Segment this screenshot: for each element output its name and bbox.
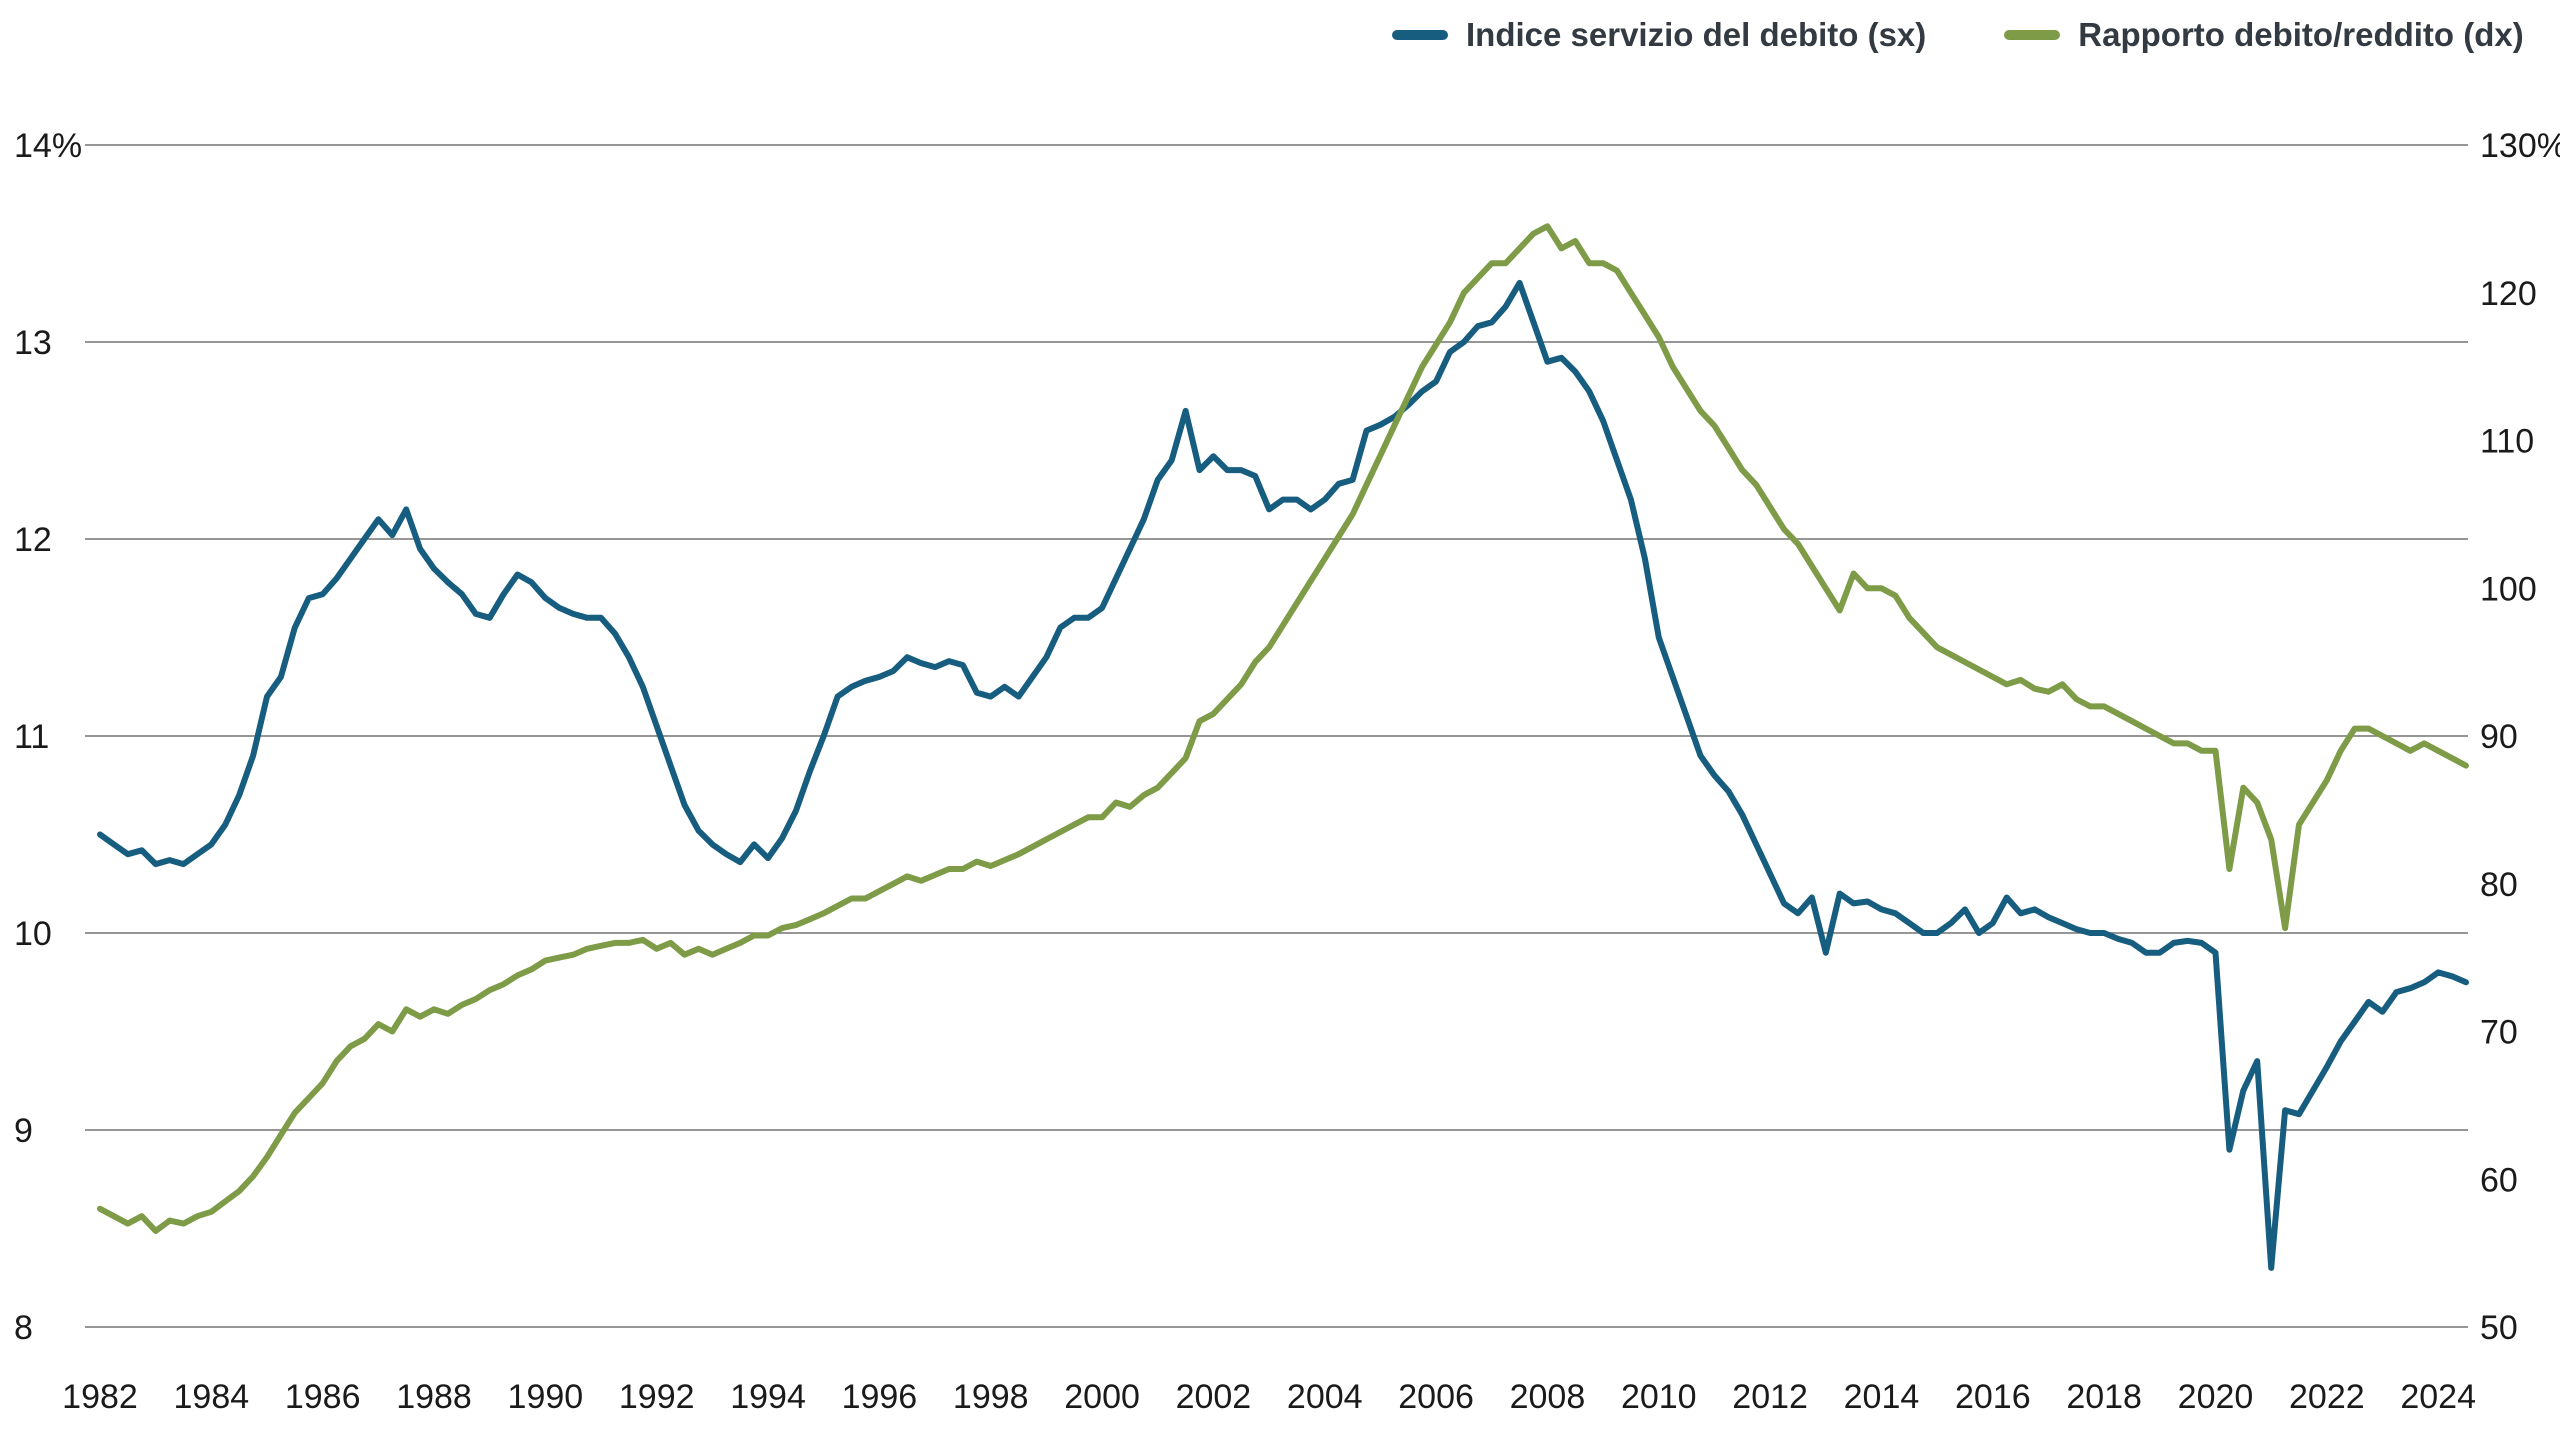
x-axis-label: 1994 xyxy=(730,1378,806,1416)
x-axis-label: 2006 xyxy=(1398,1378,1474,1416)
y-axis-left-label: 12 xyxy=(14,521,52,559)
x-axis-label: 2018 xyxy=(2066,1378,2142,1416)
x-axis-label: 2012 xyxy=(1732,1378,1808,1416)
x-axis-label: 2016 xyxy=(1955,1378,2031,1416)
x-axis-label: 1982 xyxy=(62,1378,138,1416)
y-axis-right-label: 120 xyxy=(2480,275,2537,313)
y-axis-left-label: 11 xyxy=(14,718,49,756)
x-axis-label: 1984 xyxy=(174,1378,250,1416)
x-axis-label: 2000 xyxy=(1064,1378,1140,1416)
y-axis-right-label: 90 xyxy=(2480,718,2518,756)
legend-item-debt-income: Rapporto debito/reddito (dx) xyxy=(2004,16,2524,54)
x-axis-label: 2024 xyxy=(2400,1378,2476,1416)
legend-label-debt-income: Rapporto debito/reddito (dx) xyxy=(2078,16,2524,53)
x-axis-label: 1996 xyxy=(842,1378,918,1416)
x-axis-label: 2004 xyxy=(1287,1378,1363,1416)
x-axis-label: 1990 xyxy=(508,1378,584,1416)
x-axis-label: 2020 xyxy=(2178,1378,2254,1416)
y-axis-right-label: 80 xyxy=(2480,866,2518,904)
legend-line-swatch-green-icon xyxy=(2004,30,2061,40)
y-axis-left-label: 13 xyxy=(14,324,52,362)
x-axis-label: 1988 xyxy=(396,1378,472,1416)
x-axis-label: 1992 xyxy=(619,1378,695,1416)
y-axis-right-label: 70 xyxy=(2480,1014,2518,1052)
y-axis-left-label: 14% xyxy=(14,127,82,165)
x-axis-label: 2010 xyxy=(1621,1378,1697,1416)
x-axis-label: 2008 xyxy=(1510,1378,1586,1416)
y-axis-right-label: 50 xyxy=(2480,1309,2518,1347)
y-axis-right-label: 130% xyxy=(2480,127,2560,165)
y-axis-right-label: 100 xyxy=(2480,570,2537,608)
series-line-debt-income xyxy=(97,223,2469,1234)
y-axis-left-label: 9 xyxy=(14,1112,33,1150)
x-axis-label: 1986 xyxy=(285,1378,361,1416)
legend-item-debt-service: Indice servizio del debito (sx) xyxy=(1392,16,1926,54)
legend: Indice servizio del debito (sx) Rapporto… xyxy=(1392,16,2524,54)
y-axis-left-label: 8 xyxy=(14,1309,33,1347)
y-axis-right-label: 60 xyxy=(2480,1161,2518,1199)
x-axis-label: 2014 xyxy=(1844,1378,1920,1416)
legend-line-swatch-blue-icon xyxy=(1392,30,1448,40)
series-line-debt-service xyxy=(97,279,2469,1271)
x-axis-label: 1998 xyxy=(953,1378,1029,1416)
x-axis-label: 2002 xyxy=(1176,1378,1252,1416)
y-axis-right-label: 110 xyxy=(2480,423,2534,461)
y-axis-left-label: 10 xyxy=(14,915,52,953)
x-axis-label: 2022 xyxy=(2289,1378,2365,1416)
legend-label-debt-service: Indice servizio del debito (sx) xyxy=(1466,16,1927,53)
